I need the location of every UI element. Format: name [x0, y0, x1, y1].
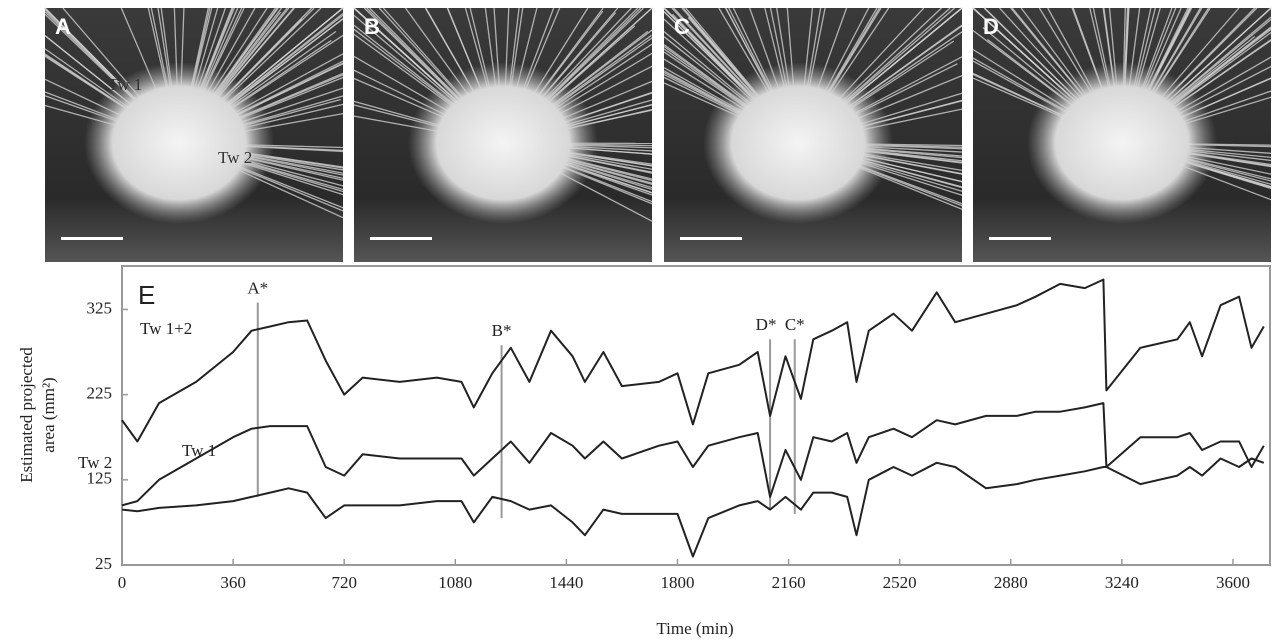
event-label: D* [756, 315, 777, 334]
x-axis-label: Time (min) [656, 619, 733, 638]
x-tick-label: 1440 [549, 573, 583, 592]
x-tick-label: 3600 [1216, 573, 1250, 592]
photo-label: B [364, 14, 380, 39]
x-tick-label: 0 [118, 573, 127, 592]
scale-bar [680, 237, 742, 240]
scale-bar [370, 237, 432, 240]
x-tick-label: 3240 [1105, 573, 1139, 592]
series-label: Tw 2 [78, 453, 112, 472]
series-label: Tw 1+2 [140, 319, 192, 338]
event-label: C* [785, 315, 805, 334]
urchin-body [703, 62, 894, 224]
x-tick-label: 1080 [438, 573, 472, 592]
x-tick-label: 2520 [883, 573, 917, 592]
y-tick-label: 225 [87, 384, 113, 403]
series-label: Tw 1 [182, 441, 216, 460]
photo-panel: D [972, 7, 1272, 262]
y-tick-label: 125 [87, 469, 113, 488]
series-line [121, 278, 1265, 443]
x-tick-label: 360 [220, 573, 246, 592]
scale-bar [61, 237, 123, 240]
series-line [121, 457, 1265, 558]
photo-panel: C [663, 7, 963, 262]
photo-label: C [674, 14, 690, 39]
x-tick-label: 720 [331, 573, 357, 592]
x-tick-label: 2160 [772, 573, 806, 592]
photo-row: A Tw 1 Tw 2 B C D [44, 7, 1272, 262]
photo-label: D [983, 14, 999, 39]
photo-annotation: Tw 2 [218, 148, 252, 167]
photo-label: A [55, 14, 71, 39]
urchin-body [408, 62, 598, 224]
event-label: A* [247, 279, 268, 298]
event-label: B* [492, 321, 512, 340]
photo-panel: A Tw 1 Tw 2 [44, 7, 344, 262]
panel-label: E [138, 280, 155, 310]
y-axis-label: area (mm²) [39, 377, 58, 452]
y-tick-label: 25 [95, 554, 112, 573]
urchin-body [1027, 62, 1217, 224]
plot-frame [121, 265, 1271, 566]
urchin-body [84, 62, 275, 224]
photo-annotation: Tw 1 [108, 75, 142, 94]
y-axis-label: Estimated projected [17, 347, 36, 483]
x-tick-label: 2880 [994, 573, 1028, 592]
series-line [121, 402, 1265, 507]
y-tick-label: 325 [87, 298, 113, 317]
x-tick-label: 1800 [660, 573, 694, 592]
photo-panel: B [353, 7, 653, 262]
scale-bar [989, 237, 1051, 240]
